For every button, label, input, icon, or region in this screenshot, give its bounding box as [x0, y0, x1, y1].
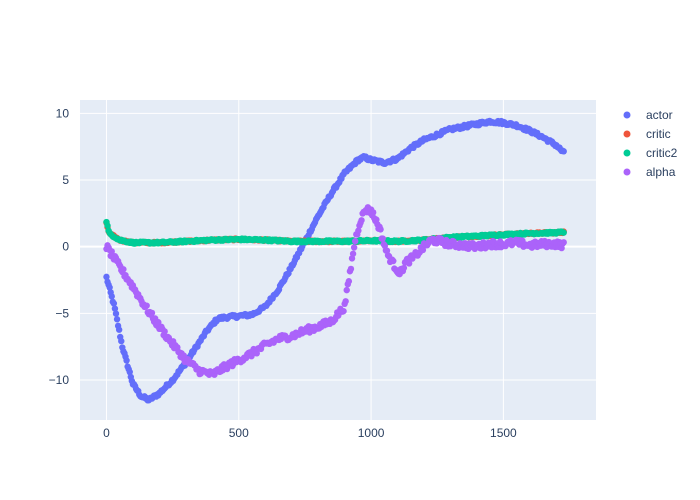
- legend-marker: [623, 130, 631, 138]
- actor-point: [115, 326, 123, 333]
- actor-point: [113, 316, 121, 323]
- data-points: [103, 117, 567, 404]
- alpha-point: [343, 286, 350, 294]
- critic2-point: [104, 222, 111, 229]
- alpha-point: [148, 309, 156, 317]
- alpha-point: [390, 257, 397, 265]
- alpha-point: [377, 226, 384, 233]
- legend-item-alpha[interactable]: alpha: [623, 165, 676, 179]
- actor-point: [111, 305, 119, 312]
- critic2-point: [560, 229, 567, 236]
- alpha-point: [342, 298, 349, 305]
- legend[interactable]: actor critic critic2 alpha: [623, 108, 678, 179]
- alpha-point: [352, 238, 359, 245]
- alpha-point: [350, 244, 358, 251]
- x-tick-label: 500: [229, 426, 249, 440]
- alpha-point: [349, 250, 357, 257]
- y-tick-label: 0: [62, 240, 69, 254]
- legend-label: actor: [646, 108, 673, 122]
- actor-point: [112, 310, 120, 317]
- alpha-point: [358, 217, 365, 224]
- y-tick-label: 5: [62, 173, 69, 187]
- legend-label: critic: [646, 127, 671, 141]
- actor-point: [118, 337, 125, 345]
- alpha-point: [400, 264, 408, 272]
- legend-marker: [623, 168, 631, 176]
- alpha-point: [379, 235, 386, 242]
- legend-label: critic2: [646, 146, 678, 160]
- alpha-point: [560, 239, 567, 246]
- alpha-point: [355, 227, 362, 234]
- x-tick-label: 1500: [490, 426, 517, 440]
- actor-point: [108, 293, 115, 300]
- y-tick-label: 10: [56, 106, 70, 120]
- series-alpha: [103, 204, 567, 378]
- series-critic2: [103, 218, 567, 247]
- actor-point: [106, 284, 113, 291]
- alpha-point: [161, 328, 168, 335]
- alpha-point: [405, 260, 413, 267]
- y-tick-label: −5: [55, 306, 69, 320]
- alpha-point: [369, 209, 377, 216]
- legend-item-critic[interactable]: critic: [623, 127, 671, 141]
- x-tick-label: 0: [103, 426, 110, 440]
- y-tick-label: −10: [49, 373, 70, 387]
- actor-point: [123, 357, 130, 364]
- actor-point: [103, 273, 110, 281]
- alpha-point: [143, 302, 150, 309]
- alpha-point: [373, 216, 380, 223]
- alpha-point: [108, 248, 115, 255]
- legend-item-actor[interactable]: actor: [623, 108, 673, 122]
- legend-marker: [623, 149, 631, 157]
- actor-point: [110, 300, 118, 307]
- x-tick-label: 1000: [358, 426, 385, 440]
- alpha-point: [345, 278, 353, 285]
- legend-item-critic2[interactable]: critic2: [623, 146, 678, 160]
- alpha-point: [120, 266, 127, 273]
- plot-area: [80, 100, 596, 420]
- tick-labels: 0 500 1000 1500 −10 −5 0 5 10: [49, 106, 517, 440]
- actor-point: [560, 148, 567, 155]
- alpha-point: [419, 246, 427, 254]
- alpha-point: [155, 319, 162, 326]
- alpha-point: [340, 307, 347, 315]
- alpha-point: [347, 265, 355, 273]
- legend-marker: [623, 111, 631, 119]
- actor-point: [126, 368, 133, 376]
- legend-label: alpha: [646, 165, 676, 179]
